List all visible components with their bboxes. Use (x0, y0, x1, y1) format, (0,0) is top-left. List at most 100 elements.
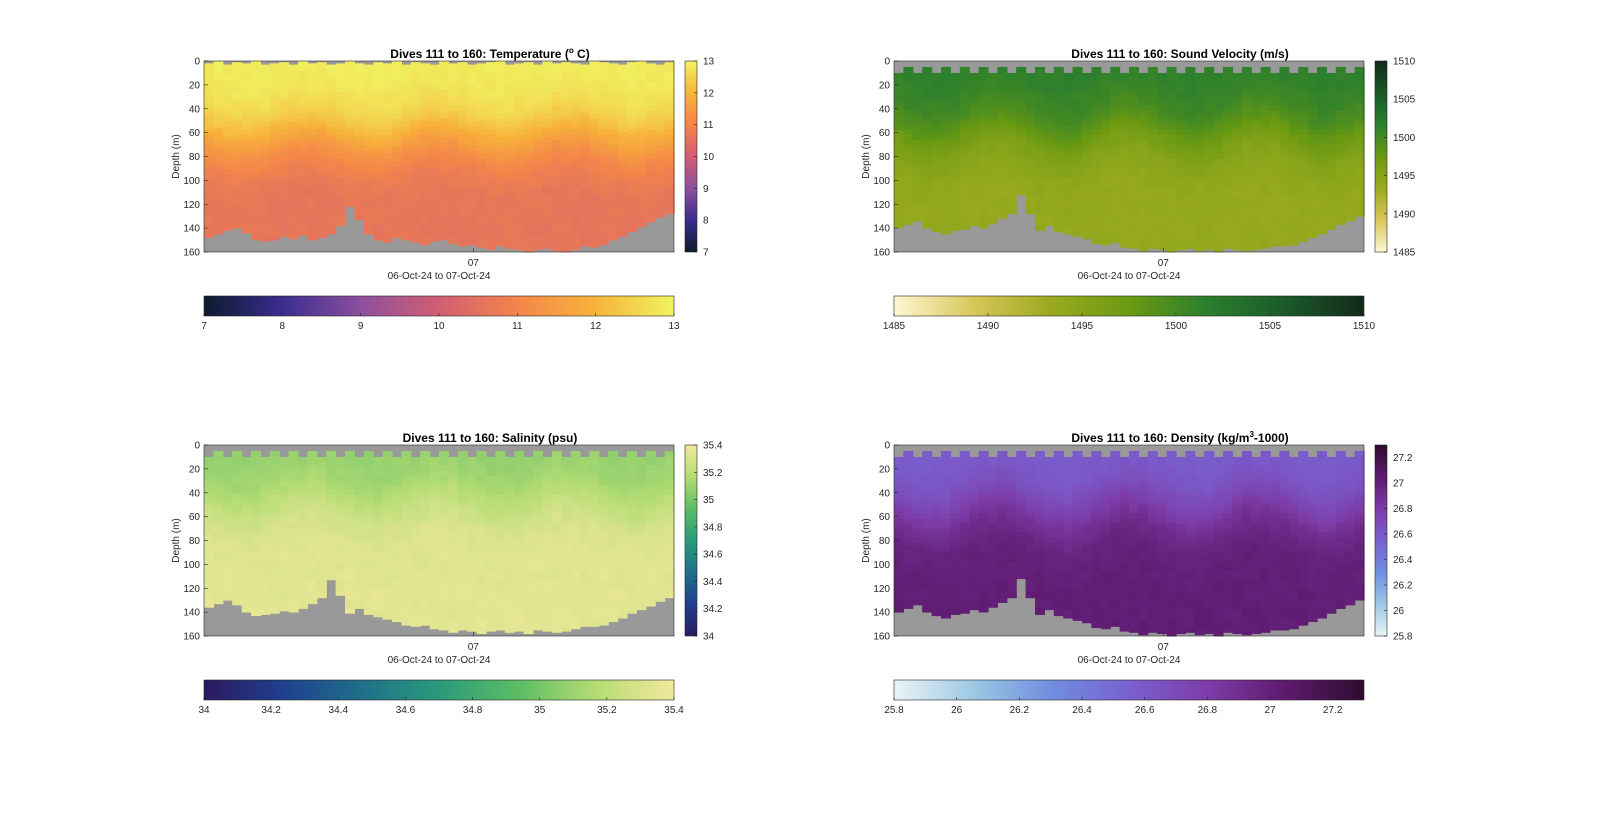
heatmap-cell (354, 206, 365, 212)
heatmap-cell (495, 598, 506, 605)
heatmap-cell (495, 123, 506, 129)
heatmap-cell (1185, 238, 1196, 245)
heatmap-cell (504, 581, 515, 587)
heatmap-cell (307, 135, 318, 141)
heatmap-cell (354, 96, 365, 102)
heatmap-cell (298, 228, 308, 234)
heatmap-cell (589, 185, 600, 191)
heatmap-cell (222, 150, 233, 156)
heatmap-cell (1213, 135, 1224, 141)
heatmap-cell (269, 474, 280, 481)
heatmap-cell (561, 200, 572, 206)
heatmap-cell (950, 154, 961, 160)
colorbar-tick-label: 13 (668, 321, 680, 332)
heatmap-cell (429, 514, 440, 520)
heatmap-cell (260, 64, 271, 70)
heatmap-cell (213, 223, 224, 229)
heatmap-cell (307, 125, 318, 131)
heatmap-cell (645, 163, 656, 169)
heatmap-cell (448, 230, 459, 236)
heatmap-cell (298, 571, 308, 577)
heatmap-cell (589, 103, 600, 110)
heatmap-cell (495, 204, 506, 210)
heatmap-cell (232, 210, 243, 216)
heatmap-cell (401, 589, 412, 595)
heatmap-cell (326, 455, 337, 461)
panel-title: Dives 111 to 160: Salinity (psu) (402, 431, 578, 445)
heatmap-cell (1307, 96, 1318, 102)
heatmap-cell (335, 499, 346, 506)
heatmap-cell (495, 70, 506, 76)
heatmap-cell (1110, 90, 1121, 97)
heatmap-cell (382, 541, 393, 547)
heatmap-cell (1251, 182, 1262, 188)
heatmap-cell (664, 133, 675, 139)
heatmap-cell (1035, 176, 1045, 182)
heatmap-cell (589, 99, 600, 105)
heatmap-cell (495, 527, 506, 533)
heatmap-cell (439, 127, 449, 134)
heatmap-cell (1270, 135, 1280, 141)
heatmap-cell (354, 120, 365, 126)
heatmap-cell (354, 509, 365, 515)
heatmap-cell (1213, 177, 1224, 184)
heatmap-cell (1251, 206, 1262, 212)
heatmap-cell (978, 66, 989, 73)
heatmap-cell (533, 169, 543, 175)
heatmap-cell (232, 138, 243, 144)
heatmap-cell (1072, 95, 1083, 101)
dive-column (429, 456, 440, 630)
heatmap-cell (410, 191, 421, 197)
heatmap-cell (373, 100, 384, 106)
heatmap-cell (1082, 197, 1092, 203)
heatmap-cell (1119, 96, 1130, 102)
heatmap-cell (222, 179, 233, 185)
heatmap-cell (335, 528, 346, 534)
heatmap-cell (232, 114, 243, 120)
colorbar-tick-label: 13 (703, 57, 715, 68)
heatmap-cell (241, 111, 252, 117)
heatmap-cell (373, 138, 384, 144)
heatmap-cell (307, 513, 318, 519)
heatmap-cell (1260, 76, 1271, 82)
heatmap-cell (373, 604, 384, 611)
heatmap-cell (288, 513, 299, 519)
heatmap-cell (1025, 144, 1036, 150)
heatmap-cell (363, 183, 374, 190)
heatmap-cell (269, 598, 280, 605)
heatmap-cell (457, 172, 468, 178)
heatmap-cell (598, 243, 609, 246)
heatmap-cell (476, 96, 487, 102)
heatmap-cell (232, 556, 243, 562)
heatmap-cell (969, 106, 980, 112)
heatmap-cell (1298, 133, 1309, 139)
heatmap-cell (204, 466, 214, 472)
heatmap-cell (1006, 201, 1017, 208)
heatmap-cell (636, 218, 647, 224)
heatmap-cell (392, 552, 402, 558)
heatmap-cell (1119, 197, 1130, 203)
heatmap-cell (288, 508, 299, 514)
heatmap-cell (1213, 206, 1224, 212)
heatmap-cell (655, 88, 666, 94)
heatmap-cell (486, 138, 496, 144)
heatmap-cell (298, 523, 308, 529)
heatmap-cell (260, 581, 271, 587)
heatmap-cell (504, 585, 515, 592)
heatmap-cell (1345, 87, 1356, 93)
heatmap-cell (345, 584, 355, 590)
heatmap-cell (1213, 72, 1224, 79)
heatmap-cell (345, 118, 355, 124)
heatmap-cell (392, 99, 402, 105)
heatmap-cell (457, 618, 468, 624)
heatmap-cell (570, 125, 581, 131)
heatmap-cell (486, 95, 496, 101)
heatmap-cell (1307, 72, 1318, 79)
heatmap-cell (1147, 205, 1158, 211)
heatmap-cell (903, 100, 914, 106)
heatmap-cell (598, 105, 609, 111)
heatmap-cell (420, 120, 431, 126)
heatmap-cell (1298, 100, 1309, 106)
heatmap-cell (589, 218, 600, 224)
heatmap-cell (486, 105, 496, 111)
